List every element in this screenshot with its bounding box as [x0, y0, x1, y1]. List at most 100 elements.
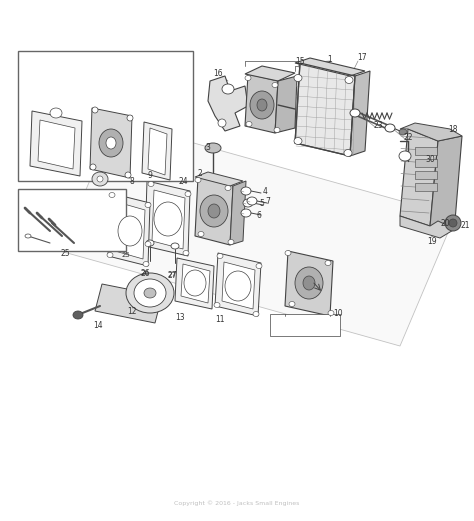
Polygon shape [30, 111, 82, 176]
Text: 8: 8 [129, 177, 134, 185]
Ellipse shape [241, 187, 251, 195]
Ellipse shape [294, 75, 302, 81]
Text: 19: 19 [427, 237, 437, 245]
Ellipse shape [303, 276, 315, 290]
Polygon shape [430, 136, 462, 226]
Ellipse shape [328, 311, 334, 316]
Text: 6: 6 [256, 210, 262, 219]
Text: 15: 15 [295, 56, 305, 66]
Ellipse shape [205, 143, 221, 153]
Ellipse shape [50, 108, 62, 118]
Text: 4: 4 [263, 187, 267, 195]
Ellipse shape [183, 251, 189, 255]
Ellipse shape [127, 115, 133, 121]
Text: Copyright © 2016 - Jacks Small Engines: Copyright © 2016 - Jacks Small Engines [174, 500, 300, 506]
Bar [415, 159, 437, 167]
Polygon shape [145, 181, 190, 256]
Text: 24: 24 [178, 177, 188, 185]
Ellipse shape [225, 185, 231, 191]
Text: 12: 12 [127, 306, 137, 316]
Ellipse shape [144, 288, 156, 298]
Ellipse shape [154, 202, 182, 236]
Text: 17: 17 [357, 54, 367, 63]
Ellipse shape [198, 231, 204, 237]
Ellipse shape [295, 267, 323, 299]
Ellipse shape [325, 260, 331, 266]
Ellipse shape [92, 107, 98, 113]
Ellipse shape [350, 109, 360, 117]
Bar [18, 51, 193, 181]
Text: 9: 9 [147, 171, 153, 180]
Bar [18, 189, 126, 251]
Text: 14: 14 [93, 320, 103, 329]
Text: 11: 11 [215, 315, 225, 324]
Polygon shape [275, 76, 297, 133]
Text: 16: 16 [213, 68, 223, 78]
Ellipse shape [285, 251, 291, 255]
Text: 21: 21 [460, 221, 470, 230]
Ellipse shape [294, 138, 302, 144]
Ellipse shape [247, 197, 257, 205]
Ellipse shape [245, 76, 251, 81]
Text: 25: 25 [122, 252, 130, 258]
Text: 30: 30 [425, 155, 435, 164]
Ellipse shape [125, 172, 131, 178]
Polygon shape [222, 262, 255, 309]
Text: 26: 26 [140, 268, 150, 278]
Ellipse shape [208, 204, 220, 218]
Text: 22: 22 [403, 133, 413, 143]
Polygon shape [208, 76, 248, 131]
Text: 10: 10 [333, 308, 343, 317]
Polygon shape [152, 190, 185, 249]
Polygon shape [245, 66, 295, 81]
Ellipse shape [272, 82, 278, 88]
Ellipse shape [345, 77, 353, 83]
Text: 7: 7 [265, 196, 271, 205]
Polygon shape [108, 193, 150, 266]
Ellipse shape [218, 119, 226, 127]
Ellipse shape [126, 273, 174, 313]
Ellipse shape [200, 195, 228, 227]
Ellipse shape [250, 91, 274, 119]
Text: 1: 1 [328, 55, 332, 64]
Bar [415, 183, 437, 191]
Text: 3: 3 [206, 143, 210, 152]
Polygon shape [285, 251, 333, 316]
Ellipse shape [256, 264, 262, 268]
Ellipse shape [241, 209, 251, 217]
Ellipse shape [399, 129, 407, 135]
Text: 20: 20 [440, 218, 450, 228]
Ellipse shape [195, 178, 201, 182]
Ellipse shape [171, 243, 179, 249]
Ellipse shape [246, 121, 252, 127]
Polygon shape [400, 129, 438, 226]
Polygon shape [195, 172, 243, 186]
Ellipse shape [449, 219, 457, 227]
Ellipse shape [225, 271, 251, 301]
Ellipse shape [228, 240, 234, 244]
Polygon shape [115, 202, 145, 259]
Ellipse shape [222, 84, 234, 94]
Ellipse shape [243, 199, 253, 207]
Polygon shape [295, 58, 365, 76]
Ellipse shape [106, 137, 116, 149]
Polygon shape [175, 258, 214, 309]
Ellipse shape [217, 254, 223, 258]
Ellipse shape [385, 124, 395, 132]
Polygon shape [400, 123, 462, 141]
Ellipse shape [145, 203, 151, 207]
Text: 13: 13 [175, 313, 185, 321]
Polygon shape [195, 177, 233, 245]
Ellipse shape [148, 181, 154, 187]
Polygon shape [142, 122, 172, 180]
Ellipse shape [274, 128, 280, 132]
Text: 5: 5 [260, 200, 264, 208]
Text: 26: 26 [141, 270, 149, 276]
Polygon shape [148, 128, 167, 175]
Ellipse shape [92, 172, 108, 186]
Ellipse shape [184, 270, 206, 296]
Ellipse shape [97, 176, 103, 182]
Ellipse shape [143, 262, 149, 267]
Polygon shape [230, 181, 246, 245]
Ellipse shape [118, 216, 142, 246]
